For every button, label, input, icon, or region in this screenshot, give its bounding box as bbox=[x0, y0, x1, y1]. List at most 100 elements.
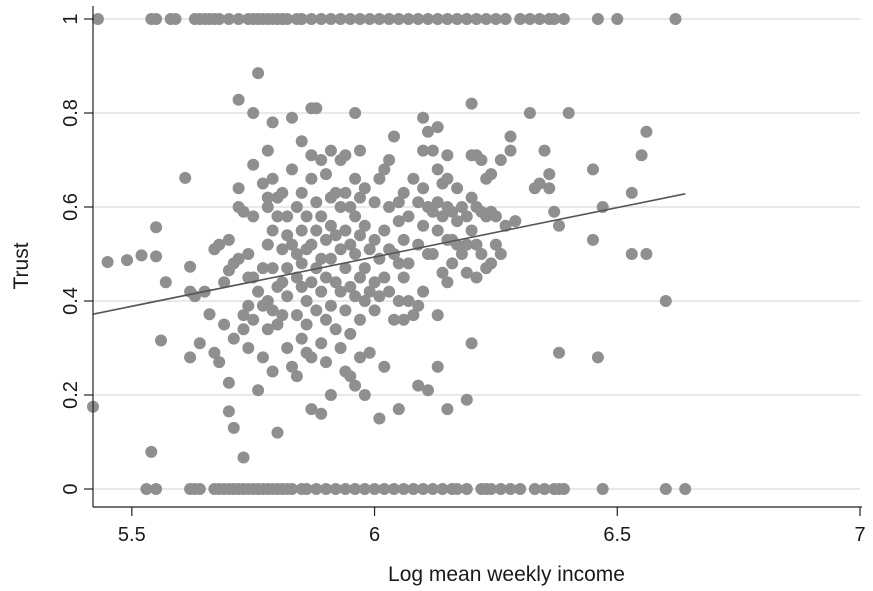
data-point bbox=[300, 483, 313, 495]
data-point bbox=[591, 13, 604, 25]
data-point bbox=[232, 93, 245, 106]
data-point bbox=[669, 13, 682, 25]
data-point bbox=[315, 407, 328, 420]
data-point bbox=[344, 238, 357, 251]
data-point bbox=[290, 248, 303, 260]
data-point bbox=[349, 172, 362, 185]
data-point bbox=[363, 13, 376, 25]
data-point bbox=[392, 13, 405, 25]
data-point bbox=[514, 13, 527, 25]
data-point bbox=[222, 233, 235, 246]
y-tick-label: 0.4 bbox=[60, 287, 82, 315]
data-point bbox=[349, 290, 362, 303]
data-point bbox=[431, 309, 444, 322]
y-tick-label: 1 bbox=[60, 13, 82, 24]
data-point bbox=[494, 483, 507, 495]
data-point bbox=[159, 276, 172, 289]
data-point bbox=[587, 233, 599, 246]
data-point bbox=[388, 248, 400, 260]
data-point bbox=[324, 389, 337, 401]
data-point bbox=[485, 257, 498, 270]
data-point bbox=[290, 370, 303, 383]
x-axis-title: Log mean weekly income bbox=[388, 563, 625, 586]
fit-line bbox=[92, 193, 686, 315]
data-point bbox=[363, 346, 376, 359]
data-point bbox=[436, 210, 449, 223]
y-tick-label: 0.2 bbox=[60, 381, 82, 409]
data-point bbox=[315, 285, 328, 298]
data-point bbox=[499, 13, 512, 25]
data-point bbox=[320, 313, 332, 326]
data-point bbox=[218, 318, 231, 331]
data-point bbox=[344, 13, 357, 25]
data-point bbox=[256, 177, 269, 190]
data-point bbox=[422, 384, 434, 397]
data-point bbox=[344, 280, 357, 293]
y-tick-label: 0 bbox=[60, 483, 82, 494]
data-point bbox=[315, 252, 328, 265]
data-point bbox=[261, 238, 274, 251]
data-point bbox=[334, 201, 347, 213]
data-point bbox=[261, 144, 274, 157]
data-point bbox=[252, 384, 265, 397]
data-point bbox=[417, 144, 430, 157]
data-point bbox=[344, 201, 357, 213]
data-point bbox=[295, 280, 308, 293]
data-point bbox=[455, 201, 468, 213]
data-point bbox=[368, 483, 381, 495]
data-point bbox=[397, 186, 410, 199]
data-point bbox=[538, 483, 551, 495]
data-point bbox=[553, 346, 565, 359]
data-point bbox=[261, 191, 274, 204]
data-point bbox=[368, 276, 381, 289]
data-point bbox=[315, 154, 328, 166]
data-point bbox=[378, 360, 391, 373]
data-point bbox=[596, 483, 609, 495]
x-tick-label: 6 bbox=[369, 524, 380, 546]
data-point bbox=[441, 13, 454, 25]
data-point bbox=[354, 144, 366, 157]
data-point bbox=[203, 308, 216, 321]
data-point bbox=[324, 252, 337, 265]
data-point bbox=[470, 238, 483, 251]
data-point bbox=[392, 403, 405, 416]
data-point bbox=[383, 13, 396, 25]
data-point bbox=[397, 271, 410, 284]
data-point bbox=[184, 260, 197, 273]
data-point bbox=[475, 154, 488, 166]
data-point bbox=[271, 426, 284, 439]
axes: 0 0.2 0.4 0.6 0.8 1 5.5 6 6.5 7 bbox=[60, 6, 866, 546]
data-point bbox=[441, 172, 454, 185]
data-point bbox=[213, 13, 226, 25]
data-point bbox=[640, 125, 653, 138]
data-point bbox=[460, 393, 473, 406]
data-point bbox=[227, 421, 240, 434]
data-point bbox=[329, 276, 342, 289]
data-point bbox=[276, 243, 289, 256]
x-tick-label: 6.5 bbox=[603, 524, 631, 546]
data-point bbox=[523, 13, 536, 25]
data-point bbox=[538, 144, 551, 157]
data-point bbox=[300, 210, 313, 223]
data-point bbox=[329, 229, 342, 242]
data-point bbox=[140, 483, 153, 495]
data-point bbox=[417, 182, 430, 195]
data-point bbox=[252, 285, 265, 298]
data-point bbox=[315, 13, 328, 25]
data-point bbox=[150, 250, 163, 263]
data-point bbox=[368, 233, 381, 246]
data-point bbox=[286, 360, 298, 373]
data-point bbox=[460, 210, 473, 223]
data-point bbox=[324, 13, 337, 25]
data-point bbox=[305, 276, 318, 289]
data-point bbox=[504, 144, 517, 157]
data-point bbox=[261, 295, 274, 307]
data-point bbox=[388, 313, 400, 326]
data-point bbox=[417, 219, 430, 232]
data-point bbox=[417, 285, 430, 298]
data-point bbox=[208, 346, 221, 359]
data-point bbox=[480, 13, 493, 25]
data-point bbox=[222, 405, 235, 418]
data-point bbox=[460, 13, 473, 25]
data-point bbox=[358, 182, 371, 195]
